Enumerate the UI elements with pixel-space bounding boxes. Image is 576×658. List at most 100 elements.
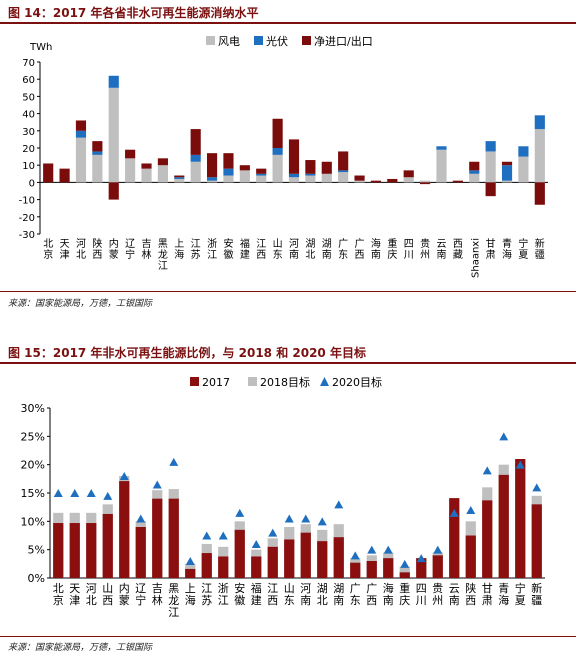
bar-segment [485,182,496,197]
bar-segment [75,130,87,138]
svg-text:四: 四 [416,582,427,595]
bar-2017 [432,555,443,578]
x-tick-label: 江苏 [191,238,201,261]
x-tick-label: 贵州 [432,582,443,607]
x-tick-label: 浙江 [207,238,217,261]
bar-segment [108,75,119,88]
y-tick-label: 50 [22,92,35,103]
bar-segment [452,180,463,183]
bar-2017 [498,474,509,578]
svg-text:湖: 湖 [333,582,344,595]
x-tick-label: 吉林 [152,582,163,607]
legend-label: 2018目标 [260,375,310,389]
svg-text:东: 东 [273,248,283,261]
bar-segment [338,170,349,173]
x-tick-label: 内蒙 [109,237,119,261]
svg-text:黑: 黑 [158,238,168,250]
bar-segment [157,158,168,166]
svg-text:北: 北 [43,238,53,250]
svg-text:南: 南 [449,594,460,607]
source-rule [0,636,576,637]
bar-2017 [185,568,196,578]
svg-text:津: 津 [69,594,80,607]
svg-text:建: 建 [251,593,262,607]
svg-text:北: 北 [53,582,64,595]
svg-text:海: 海 [174,248,184,261]
legend-swatch [302,36,311,45]
svg-text:蒙: 蒙 [119,594,130,607]
bar-segment [485,151,496,183]
svg-text:北: 北 [86,594,97,607]
svg-text:上: 上 [174,238,184,250]
svg-text:浙: 浙 [207,238,217,250]
x-tick-label: 海南 [383,581,394,607]
svg-text:海: 海 [371,237,381,250]
svg-text:北: 北 [76,249,86,261]
svg-text:宁: 宁 [135,593,146,607]
marker-2020-target [136,514,146,523]
bar-2017 [201,553,212,578]
y-tick-label: 5% [28,544,45,557]
bar-segment [485,141,496,152]
bar-segment [157,165,168,183]
bar-segment [190,161,201,183]
svg-text:甘: 甘 [482,582,493,595]
bar-segment [256,173,267,176]
marker-2020-target [152,480,162,489]
bar-segment [518,146,529,157]
legend-swatch [206,36,215,45]
svg-text:江: 江 [267,582,278,595]
svg-text:苏: 苏 [201,594,212,607]
bar-2017 [234,529,245,578]
bar-segment [469,170,480,174]
svg-text:江: 江 [158,260,168,272]
svg-text:山: 山 [284,582,295,595]
y-tick-label: 70 [22,58,35,69]
svg-text:广: 广 [355,238,365,250]
svg-text:林: 林 [152,593,163,607]
x-tick-label: 海南 [371,237,381,261]
x-tick-label: 湖北 [317,582,328,607]
chart-panel-1: 图 14：2017 年各省非水可再生能源消纳水平 风电 光伏 净进口/出口 TWh -3… [0,0,576,309]
bar-2017 [135,527,146,578]
svg-text:新: 新 [535,237,545,250]
marker-2020-target [119,472,129,480]
marker-2020-target [367,545,377,554]
bar-segment [420,180,431,183]
bar-2017 [69,523,80,578]
marker-2020-target [251,540,261,548]
x-tick-label: 甘肃 [486,237,496,261]
marker-2020-target [383,545,393,554]
marker-2020-target [235,508,245,517]
svg-text:重: 重 [387,237,397,250]
svg-text:江: 江 [201,582,212,595]
bar-segment [108,182,119,200]
x-tick-label: 河北 [76,238,86,261]
x-tick-label: Shaanxi [470,238,481,278]
svg-text:天: 天 [69,582,80,595]
x-tick-label: 北京 [53,582,64,607]
svg-text:山: 山 [102,582,113,595]
bar-2017 [53,523,64,578]
bar-segment [206,177,218,181]
marker-2020-target [400,559,410,568]
bar-segment [403,170,414,178]
legend-swatch [190,377,199,386]
svg-text:安: 安 [234,581,245,595]
x-tick-label: 黑龙江 [168,582,179,619]
svg-text:海: 海 [502,248,512,261]
bar-2017 [350,562,361,578]
y-tick-label: -30 [19,230,35,241]
svg-text:福: 福 [251,581,262,595]
chart-title: 图 15：2017 年非水可再生能源比例，与 2018 和 2020 年目标 [8,346,366,360]
y-tick-label: 20% [21,459,45,472]
x-tick-label: 山东 [284,582,295,607]
svg-text:南: 南 [436,248,446,261]
y-tick-label: -20 [19,213,35,224]
source-rule [0,291,576,292]
svg-text:福: 福 [240,237,250,250]
x-tick-label: 山西 [102,582,113,607]
x-tick-label: 广东 [338,238,348,261]
svg-text:宁: 宁 [515,581,526,595]
x-tick-label: 宁夏 [515,581,526,607]
